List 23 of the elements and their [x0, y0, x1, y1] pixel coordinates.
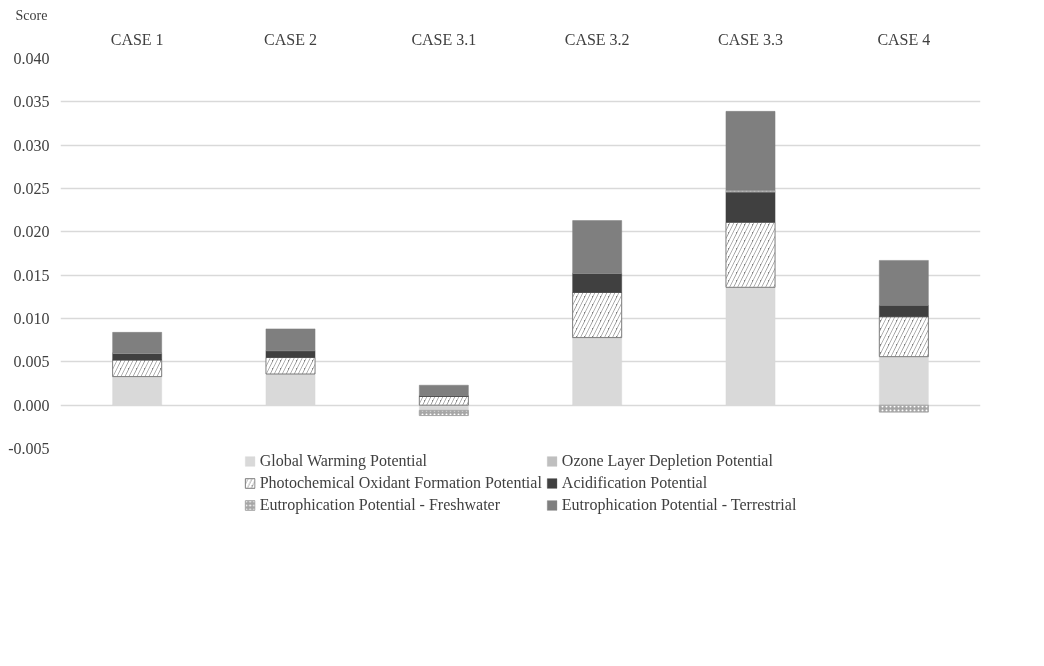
x-tick-label: CASE 3.2 — [564, 30, 630, 48]
legend-label: Global Warming Potential — [259, 452, 427, 470]
legend-label: Photochemical Oxidant Formation Potential — [259, 474, 542, 492]
x-tick-label: CASE 4 — [877, 30, 931, 48]
y-tick-label: 0.010 — [13, 310, 50, 327]
legend-label: Acidification Potential — [561, 474, 708, 492]
y-tick-label: 0.040 — [13, 50, 50, 67]
x-tick-label: CASE 3.1 — [411, 30, 477, 48]
legend-label: Ozone Layer Depletion Potential — [561, 452, 773, 470]
y-tick-label: 0.035 — [13, 93, 50, 111]
y-tick-label: 0.000 — [13, 396, 50, 414]
y-axis-title: Score — [15, 7, 48, 23]
x-tick-label: CASE 2 — [264, 30, 317, 48]
y-tick-label: 0.025 — [13, 180, 50, 197]
x-tick-label: CASE 3.3 — [718, 30, 783, 48]
x-tick-label: CASE 1 — [110, 30, 164, 48]
y-tick-label: 0.005 — [13, 353, 50, 371]
y-tick-label: 0.015 — [13, 266, 50, 284]
legend-label: Eutrophication Potential - Freshwater — [259, 496, 501, 514]
y-tick-label: -0.005 — [8, 440, 50, 457]
legend-label: Eutrophication Potential - Terrestrial — [561, 496, 797, 514]
y-tick-label: 0.030 — [13, 136, 50, 154]
y-tick-label: 0.020 — [13, 223, 50, 241]
